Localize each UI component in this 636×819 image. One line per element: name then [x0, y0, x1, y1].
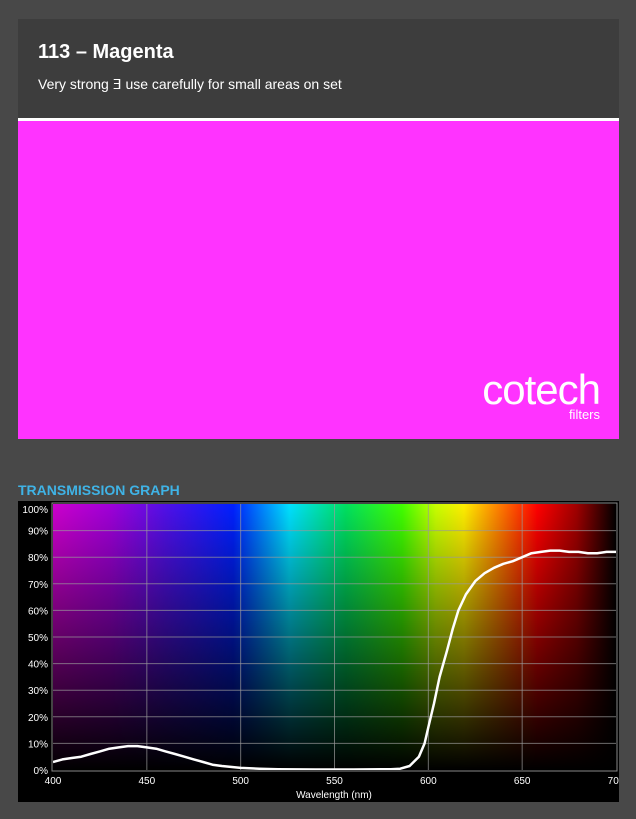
x-tick-label: 450	[138, 776, 155, 787]
logo-wordmark: cotech	[482, 366, 601, 413]
x-tick-label: 650	[514, 776, 531, 787]
cotech-logo: cotech filters	[482, 366, 601, 422]
color-swatch: cotech filters	[18, 121, 619, 439]
plot-border	[51, 502, 618, 772]
y-tick-label: 30%	[28, 686, 48, 697]
y-tick-label: 0%	[34, 766, 49, 777]
y-tick-label: 50%	[28, 633, 48, 644]
graph-heading: TRANSMISSION GRAPH	[18, 482, 180, 498]
x-tick-label: 400	[45, 776, 62, 787]
x-tick-label: 600	[420, 776, 437, 787]
transmission-curve	[53, 549, 616, 770]
y-tick-label: 70%	[28, 580, 48, 591]
y-tick-label: 20%	[28, 713, 48, 724]
filter-title: 113 – Magenta	[38, 41, 174, 63]
header-divider	[18, 118, 619, 121]
y-tick-label: 40%	[28, 660, 48, 671]
x-axis-label: Wavelength (nm)	[296, 790, 372, 801]
x-tick-label: 550	[326, 776, 343, 787]
transmission-chart-frame: 0% 10% 20% 30% 40% 50% 60% 70% 80% 90% 100% 400 450…	[18, 501, 619, 802]
logo-subtext: filters	[568, 407, 600, 422]
y-tick-label: 80%	[28, 553, 48, 564]
x-tick-label: 700	[608, 776, 619, 787]
transmission-chart: 0% 10% 20% 30% 40% 50% 60% 70% 80% 90% 100% 400 450…	[22, 502, 619, 801]
filter-header: 113 – Magenta Very strong ⴺ use carefull…	[18, 19, 619, 118]
x-tick-label: 500	[232, 776, 249, 787]
y-tick-label: 90%	[28, 527, 48, 538]
filter-description: Very strong ⴺ use carefully for small ar…	[38, 76, 342, 92]
y-tick-label: 10%	[28, 739, 48, 750]
y-tick-label: 60%	[28, 606, 48, 617]
y-tick-label: 100%	[22, 505, 48, 516]
